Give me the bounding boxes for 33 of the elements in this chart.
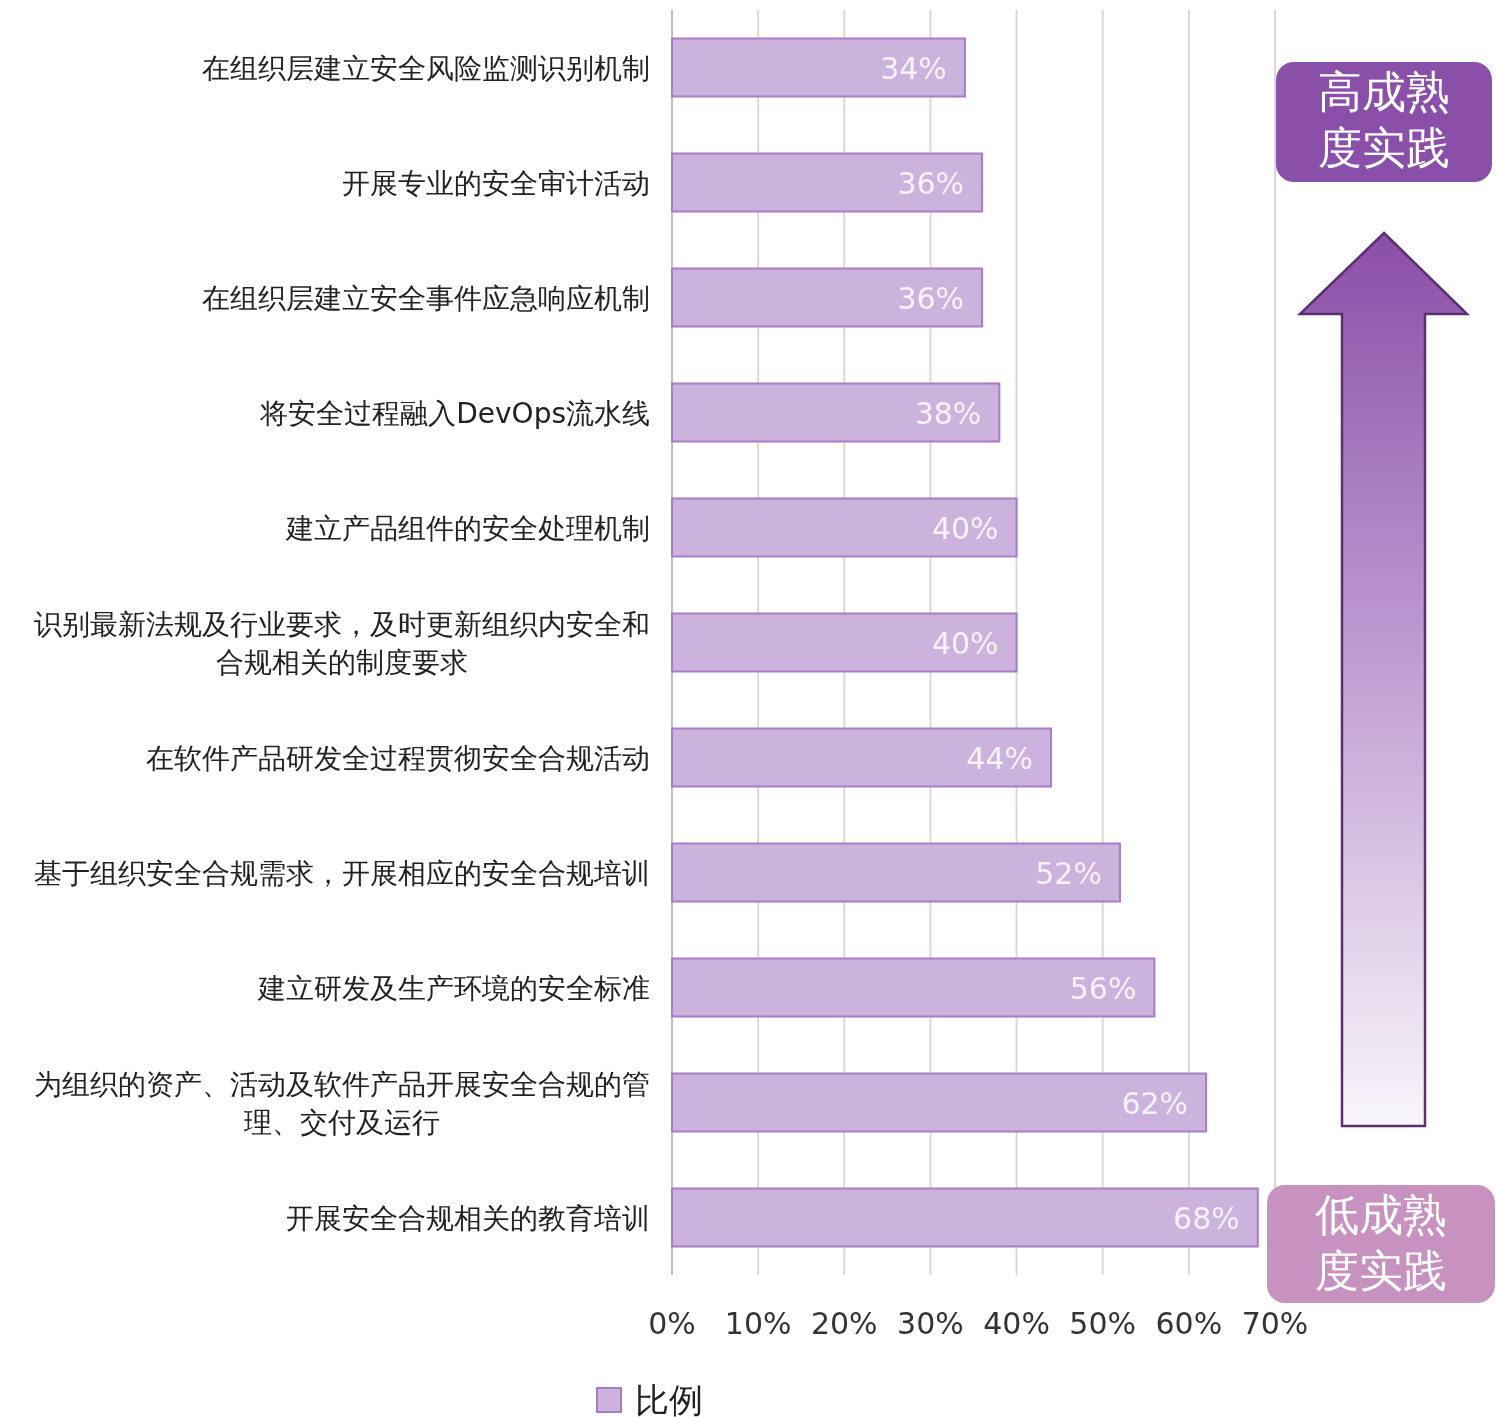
data-label: 62% — [1121, 1085, 1189, 1121]
y-tick-label: 在组织层建立安全风险监测识别机制 — [202, 51, 650, 85]
text: 低成熟度实践 — [1315, 1189, 1447, 1296]
y-tick-label: 建立产品组件的安全处理机制 — [285, 511, 650, 545]
y-tick-label: 在组织层建立安全事件应急响应机制 — [202, 281, 650, 315]
x-tick-label: 20% — [810, 1306, 878, 1341]
data-label: 52% — [1035, 855, 1102, 891]
data-label: 44% — [966, 740, 1034, 776]
y-tick-label: 在软件产品研发全过程贯彻安全合规活动 — [146, 741, 650, 775]
data-label: 56% — [1069, 970, 1137, 1006]
text: 高成熟度实践 — [1318, 66, 1450, 173]
y-tick-label: 基于组织安全合规需求，开展相应的安全合规培训 — [34, 856, 650, 890]
x-tick-label: 70% — [1241, 1306, 1309, 1341]
y-tick-label: 将安全过程融入DevOps流水线 — [259, 396, 650, 430]
x-tick-label: 40% — [983, 1306, 1050, 1341]
y-tick-label: 识别最新法规及行业要求，及时更新组织内安全和合规相关的制度要求 — [34, 607, 650, 679]
x-tick-label: 50% — [1069, 1306, 1137, 1341]
x-tick-label: 10% — [724, 1306, 792, 1341]
data-label: 36% — [897, 165, 965, 201]
y-tick-label: 开展专业的安全审计活动 — [342, 166, 650, 200]
x-tick-label: 0% — [648, 1306, 696, 1341]
y-tick-label: 开展安全合规相关的教育培训 — [286, 1201, 650, 1235]
data-label: 40% — [931, 510, 999, 546]
data-label: 40% — [931, 625, 999, 661]
y-tick-label: 建立研发及生产环境的安全标准 — [257, 971, 650, 1005]
data-label: 36% — [897, 280, 965, 316]
x-tick-label: 60% — [1155, 1306, 1223, 1341]
x-tick-label: 30% — [897, 1306, 964, 1341]
y-tick-label: 为组织的资产、活动及软件产品开展安全合规的管理、交付及运行 — [34, 1067, 650, 1139]
data-label: 68% — [1173, 1200, 1240, 1236]
data-label: 34% — [880, 50, 947, 86]
data-label: 38% — [914, 395, 982, 431]
legend-label: 比例 — [635, 1380, 703, 1417]
